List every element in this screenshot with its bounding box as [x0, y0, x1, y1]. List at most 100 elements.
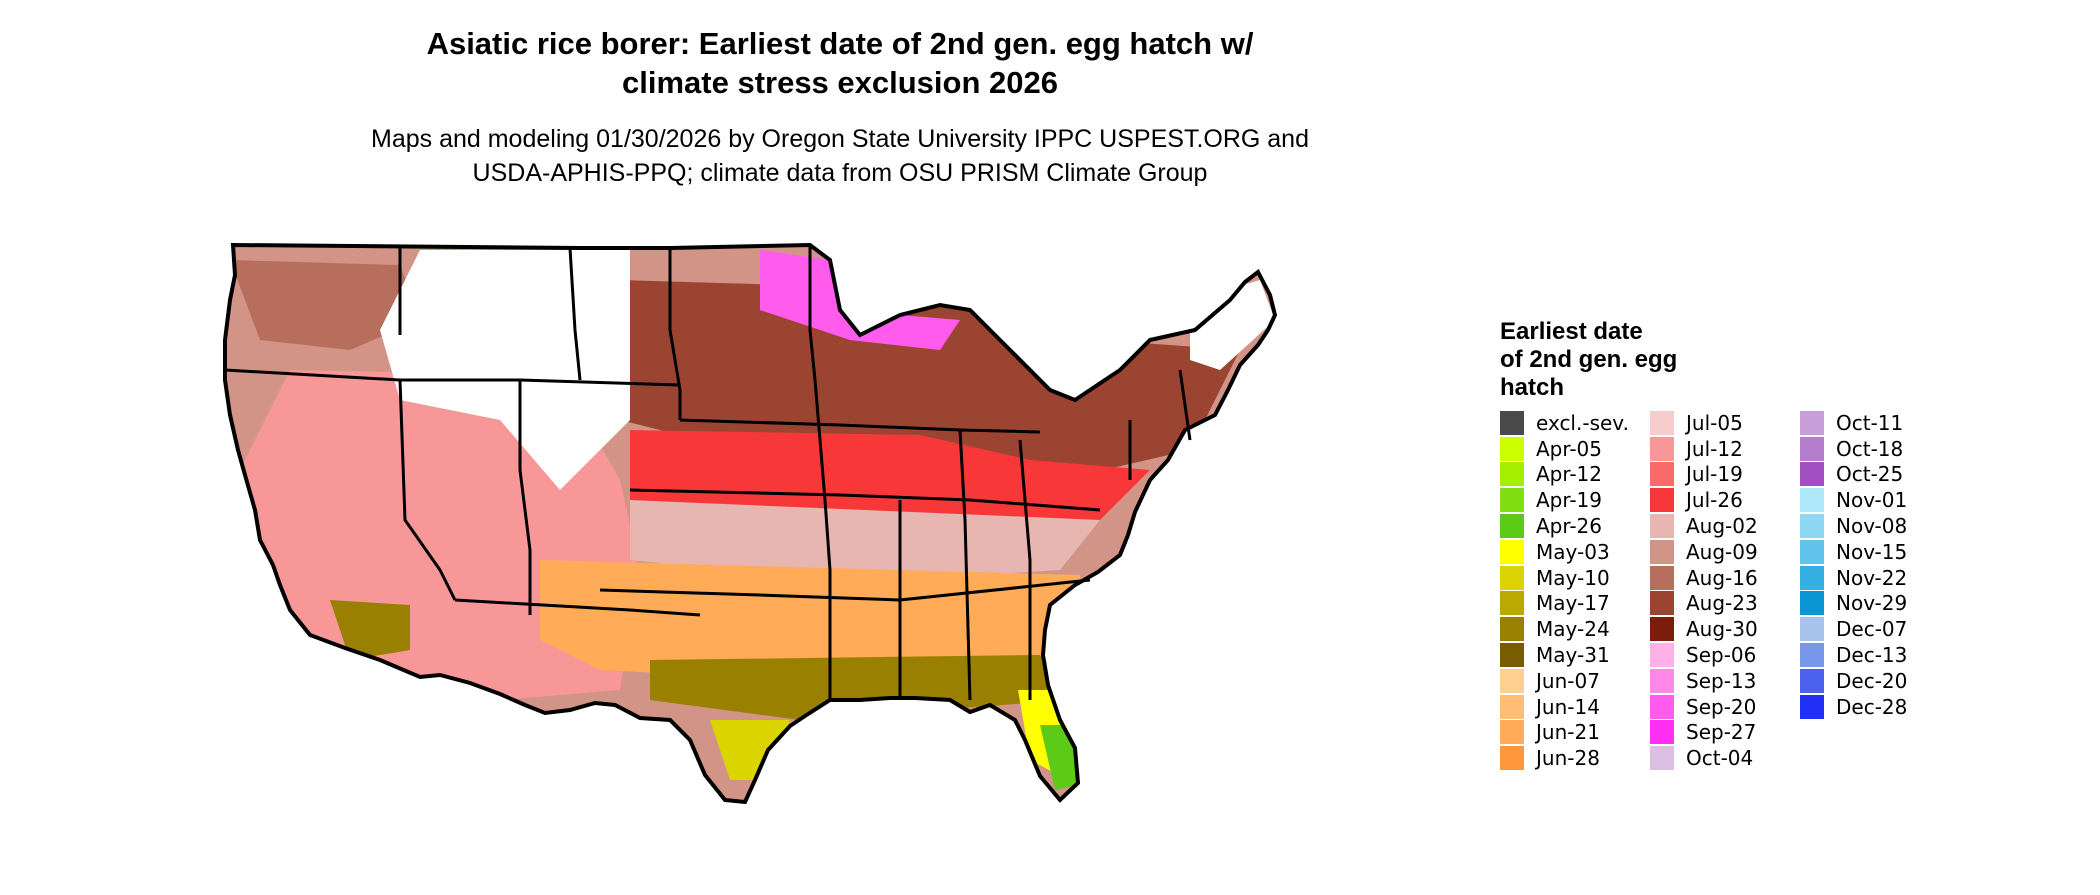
- legend-swatch: [1650, 410, 1674, 435]
- legend-label: Aug-02: [1686, 514, 1758, 539]
- legend-swatch: [1650, 436, 1674, 461]
- legend-item: Apr-26: [1500, 513, 1629, 539]
- legend-swatch: [1500, 436, 1524, 461]
- legend-label: Jun-14: [1536, 694, 1600, 719]
- legend-label: Apr-05: [1536, 436, 1602, 461]
- legend-swatch: [1500, 694, 1524, 719]
- legend-label: Jul-12: [1686, 436, 1743, 461]
- legend-label: Aug-16: [1686, 565, 1758, 590]
- legend-label: excl.-sev.: [1536, 410, 1629, 435]
- legend-item: Jun-14: [1500, 694, 1629, 720]
- legend-swatch: [1500, 514, 1524, 539]
- legend-item: Jul-05: [1650, 410, 1758, 436]
- legend-label: Apr-26: [1536, 514, 1602, 539]
- legend-item: Dec-07: [1800, 616, 1907, 642]
- legend-swatch: [1800, 539, 1824, 564]
- legend-item: May-24: [1500, 616, 1629, 642]
- legend-item: May-31: [1500, 642, 1629, 668]
- legend-label: Sep-20: [1686, 694, 1757, 719]
- legend-label: Sep-13: [1686, 668, 1757, 693]
- legend-swatch: [1650, 720, 1674, 745]
- legend-column-1: excl.-sev. Apr-05 Apr-12 Apr-19 Apr-26 May-03…: [1500, 410, 1629, 771]
- legend-swatch: [1500, 617, 1524, 642]
- legend-swatch: [1500, 643, 1524, 668]
- legend-swatch: [1500, 488, 1524, 513]
- legend-item: Nov-15: [1800, 539, 1907, 565]
- legend-label: Dec-28: [1836, 694, 1908, 719]
- legend-swatch: [1650, 591, 1674, 616]
- legend-swatch: [1650, 488, 1674, 513]
- legend-swatch: [1650, 746, 1674, 771]
- title-line-2: climate stress exclusion 2026: [622, 65, 1058, 100]
- legend-swatch: [1650, 565, 1674, 590]
- legend-swatch: [1800, 565, 1824, 590]
- legend-title-line-3: hatch: [1500, 374, 1565, 401]
- legend-label: Oct-04: [1686, 746, 1754, 771]
- legend-label: May-31: [1536, 643, 1610, 668]
- legend-item: Sep-06: [1650, 642, 1758, 668]
- legend-label: Nov-29: [1836, 591, 1908, 616]
- legend-label: Apr-12: [1536, 462, 1602, 487]
- legend-label: Dec-13: [1836, 643, 1908, 668]
- legend-swatch: [1500, 591, 1524, 616]
- legend-label: Jun-07: [1536, 668, 1600, 693]
- map-title: Asiatic rice borer: Earliest date of 2nd…: [250, 24, 1430, 102]
- legend-item: Apr-12: [1500, 462, 1629, 488]
- legend-label: May-24: [1536, 617, 1610, 642]
- legend-item: Jun-28: [1500, 745, 1629, 771]
- legend-title: Earliest date of 2nd gen. egg hatch: [1500, 318, 1730, 402]
- legend-item: Sep-13: [1650, 668, 1758, 694]
- legend-item: Jul-26: [1650, 487, 1758, 513]
- legend-swatch: [1500, 720, 1524, 745]
- legend-item: Dec-13: [1800, 642, 1907, 668]
- legend-swatch: [1800, 410, 1824, 435]
- legend-label: Sep-06: [1686, 643, 1757, 668]
- legend-label: May-03: [1536, 539, 1610, 564]
- legend-swatch: [1800, 668, 1824, 693]
- us-map-svg: [223, 243, 1277, 804]
- legend-item: Nov-22: [1800, 565, 1907, 591]
- legend-item: Jun-21: [1500, 720, 1629, 746]
- state-boundaries: [224, 245, 1192, 701]
- legend-item: May-17: [1500, 591, 1629, 617]
- legend-item: Jul-12: [1650, 436, 1758, 462]
- legend-item: Nov-01: [1800, 487, 1907, 513]
- legend-label: Nov-15: [1836, 539, 1908, 564]
- legend-swatch: [1650, 643, 1674, 668]
- legend-item: Aug-02: [1650, 513, 1758, 539]
- legend-swatch: [1800, 591, 1824, 616]
- legend-swatch: [1500, 410, 1524, 435]
- legend-label: Aug-30: [1686, 617, 1758, 642]
- legend-item: Apr-19: [1500, 487, 1629, 513]
- legend-swatch: [1800, 488, 1824, 513]
- legend-label: Sep-27: [1686, 720, 1757, 745]
- legend-swatch: [1650, 539, 1674, 564]
- legend-title-line-2: of 2nd gen. egg: [1500, 346, 1678, 373]
- legend-item: Dec-28: [1800, 694, 1907, 720]
- legend-label: Nov-22: [1836, 565, 1908, 590]
- legend-item: excl.-sev.: [1500, 410, 1629, 436]
- legend-label: Aug-23: [1686, 591, 1758, 616]
- map-subtitle: Maps and modeling 01/30/2026 by Oregon S…: [250, 122, 1430, 190]
- legend-swatch: [1800, 462, 1824, 487]
- legend-swatch: [1500, 746, 1524, 771]
- legend-item: Nov-08: [1800, 513, 1907, 539]
- legend-column-2: Jul-05 Jul-12 Jul-19 Jul-26 Aug-02 Aug-09 Aug-…: [1650, 410, 1758, 771]
- legend-item: Sep-27: [1650, 720, 1758, 746]
- legend-label: May-17: [1536, 591, 1610, 616]
- legend-label: May-10: [1536, 565, 1610, 590]
- legend-item: Aug-30: [1650, 616, 1758, 642]
- legend-swatch: [1500, 462, 1524, 487]
- legend-label: Oct-25: [1836, 462, 1904, 487]
- legend-item: Aug-16: [1650, 565, 1758, 591]
- legend-column-3: Oct-11 Oct-18 Oct-25 Nov-01 Nov-08 Nov-15 Nov-…: [1800, 410, 1907, 720]
- legend-label: Nov-01: [1836, 488, 1908, 513]
- legend-label: Aug-09: [1686, 539, 1758, 564]
- legend-label: Oct-18: [1836, 436, 1904, 461]
- legend-label: Jul-26: [1686, 488, 1743, 513]
- legend-title-line-1: Earliest date: [1500, 318, 1643, 345]
- legend-swatch: [1500, 565, 1524, 590]
- legend-label: Dec-20: [1836, 668, 1908, 693]
- legend-swatch: [1650, 668, 1674, 693]
- legend-swatch: [1650, 617, 1674, 642]
